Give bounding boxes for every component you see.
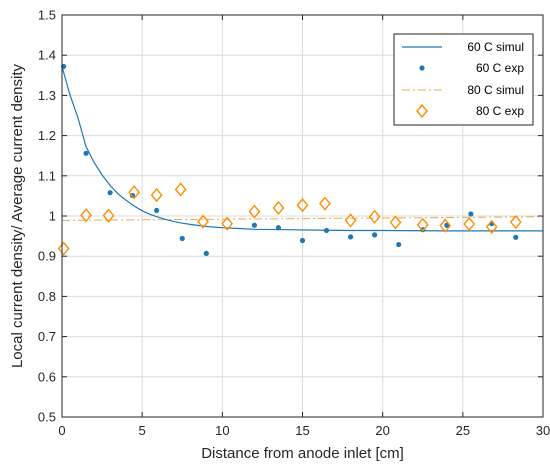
series-60c-exp-point: [299, 237, 306, 244]
y-tick-label: 0.6: [38, 369, 56, 384]
y-tick-label: 1.5: [38, 8, 56, 23]
series-80c-simul-line: [61, 216, 544, 221]
series-80c-exp-point: [344, 213, 357, 228]
y-tick-label: 1.3: [38, 88, 56, 103]
legend: 60 C simul 60 C exp 80 C simul 80 C exp: [393, 33, 534, 126]
series-80c-exp-point: [319, 196, 331, 211]
series-80c-exp-point: [57, 241, 70, 256]
legend-swatch-dot: [419, 65, 425, 71]
series-80c-exp-point: [197, 214, 210, 229]
tick-labels: 0 5 10 15 20 25 30 0.5 0.6 0.7 0.8 0.9 1 1.1 1.2 1.3 1.4…: [38, 8, 550, 439]
series-80c-exp-point: [128, 185, 141, 200]
series-60c-exp-point: [275, 225, 282, 231]
series-80c-exp-point: [80, 208, 92, 223]
series-60c-exp-point: [372, 232, 378, 238]
series-60c-exp-point: [203, 250, 209, 256]
x-tick-label: 25: [456, 423, 470, 438]
y-tick-label: 1: [49, 209, 56, 224]
series-80c-exp-point: [150, 188, 163, 203]
axes-box: [61, 14, 544, 418]
series-80c-exp-point: [439, 218, 452, 233]
y-tick-label: 1.1: [38, 168, 56, 183]
y-tick-label: 1.4: [38, 48, 56, 63]
legend-label: 80 C simul: [467, 83, 524, 97]
series-60c-simul-line: [61, 66, 543, 232]
y-tick-label: 1.2: [38, 128, 56, 143]
series-60c-exp-point: [179, 235, 185, 242]
series-60c-exp-point: [396, 241, 402, 248]
x-tick-label: 0: [58, 423, 65, 438]
series-80c-exp-point: [368, 209, 381, 224]
series-80c-exp-point: [463, 216, 476, 232]
series-80c-exp-point: [272, 200, 285, 216]
series-60c-exp-point: [107, 190, 113, 196]
series-60c-exp-point: [251, 222, 257, 228]
series-80c-exp-point: [389, 215, 402, 230]
y-axis-label: Local current density/ Average current d…: [9, 63, 26, 368]
series-60c-exp-point: [83, 150, 89, 156]
series-layer: [57, 63, 544, 256]
legend-label: 60 C simul: [467, 40, 524, 54]
legend-swatch-diamond: [416, 103, 428, 119]
series-80c-exp-point: [221, 216, 234, 231]
series-60c-exp-point: [468, 211, 474, 217]
axes: [61, 14, 544, 418]
y-tick-label: 0.7: [38, 329, 56, 344]
series-80c-exp-point: [102, 208, 115, 223]
series-80c-exp-point: [416, 217, 429, 232]
y-tick-label: 0.8: [38, 289, 56, 304]
series-80c-exp-point: [248, 204, 261, 219]
series-80c-exp-point: [296, 198, 309, 213]
x-tick-label: 15: [295, 423, 309, 438]
series-80c-exp-point: [485, 219, 498, 234]
x-axis-label: Distance from anode inlet [cm]: [201, 445, 404, 462]
series-60c-exp-point: [513, 234, 519, 240]
x-tick-label: 10: [215, 423, 229, 438]
series-80c-exp-point: [509, 214, 522, 230]
series-80c-exp-point: [174, 182, 187, 197]
series-60c-exp-point: [153, 207, 160, 213]
series-60c-exp-point: [323, 227, 330, 234]
x-tick-label: 30: [536, 423, 550, 438]
y-tick-label: 0.5: [38, 410, 56, 425]
legend-label: 80 C exp: [476, 104, 524, 118]
series-60c-exp-point: [348, 234, 354, 240]
y-tick-label: 0.9: [38, 249, 56, 264]
legend-label: 60 C exp: [476, 61, 524, 75]
x-tick-label: 20: [375, 423, 389, 438]
x-tick-label: 5: [139, 423, 146, 438]
